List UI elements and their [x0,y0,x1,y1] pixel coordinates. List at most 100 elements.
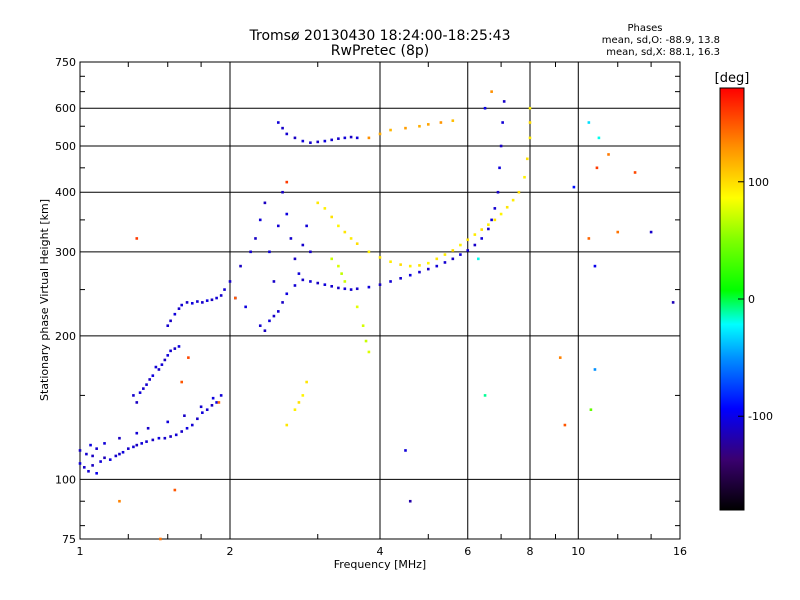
data-point [459,243,462,247]
data-point [196,300,199,303]
data-point [268,319,271,323]
y-tick-label: 200 [55,330,76,343]
data-point [378,256,382,259]
data-point [174,433,178,437]
colorbar-tick-label: -100 [748,410,773,423]
data-point [493,218,497,222]
y-axis-ticks: 75 100 200 300 400 500 600 750 [55,56,76,546]
x-tick-label: 16 [673,545,687,558]
data-point [502,100,506,103]
data-point [180,430,184,433]
data-point [343,230,347,234]
data-point [293,284,297,287]
data-point [501,121,504,124]
data-point [293,408,297,412]
data-point [151,438,155,442]
data-point [364,339,368,343]
y-tick-label: 75 [62,533,76,546]
data-point [330,284,334,288]
x-tick-label: 6 [464,545,471,558]
data-point [340,272,343,275]
data-point [166,324,170,328]
data-point [498,166,501,170]
data-point [389,260,392,264]
data-point [223,288,226,291]
data-point [173,312,177,316]
data-point [219,294,223,297]
data-point [337,224,340,228]
data-point [244,305,247,309]
data-point [190,423,194,427]
data-point [268,250,271,254]
x-tick-label: 2 [227,545,234,558]
data-point [466,249,470,252]
data-point [399,276,402,280]
data-point [254,237,257,240]
colorbar-unit-label: [deg] [715,71,750,86]
data-point [473,233,477,236]
x-axis-ticks: 1 2 4 6 8 10 16 [77,545,688,558]
data-point [146,426,150,430]
data-point [169,319,172,323]
data-point [418,270,421,274]
data-point [78,462,82,465]
data-point [135,401,139,404]
data-point [210,404,214,407]
data-point [276,310,280,313]
data-point [285,423,289,427]
data-point [671,301,675,304]
data-point [297,272,301,275]
data-point [483,394,487,397]
data-point [239,264,242,268]
plot-area: 1 2 4 6 8 10 16 75 100 200 300 400 500 600 750 [55,56,687,558]
data-point [595,166,599,170]
data-point [649,230,653,234]
data-point [316,281,320,285]
data-point [145,383,148,386]
data-point [173,347,177,350]
data-point [349,288,353,291]
data-point [121,450,125,454]
data-point [487,223,490,226]
data-point [118,452,121,456]
data-point [355,136,359,140]
data-point [378,283,382,286]
data-point [323,207,327,210]
data-point [285,132,289,136]
chart-subtitle: RwPretec (8p) [331,43,429,59]
data-point [323,139,327,143]
data-point [330,215,334,219]
data-point [309,280,312,283]
data-point [108,458,112,461]
data-point [211,396,215,400]
data-point [293,257,297,261]
data-point [572,185,576,189]
data-point [205,408,209,412]
data-point [103,442,106,445]
data-point [118,436,121,440]
data-point [95,471,98,475]
data-point [367,250,371,254]
data-point [201,411,204,414]
data-point [276,121,280,124]
data-point [135,443,139,447]
data-point [408,273,412,277]
data-point [180,303,184,307]
data-point [281,301,284,304]
data-point [337,137,340,140]
data-point [217,401,221,404]
data-point [85,452,88,456]
data-point [323,283,327,286]
data-point [190,301,194,305]
data-point [91,454,94,458]
stats-heading: Phases [627,23,662,34]
data-point [228,280,232,283]
data-point [159,537,162,541]
data-point [367,136,371,140]
data-point [355,305,359,309]
data-point [272,314,276,318]
data-point [205,299,209,302]
data-point [91,464,94,467]
data-point [490,90,493,93]
y-tick-label: 100 [55,473,76,486]
